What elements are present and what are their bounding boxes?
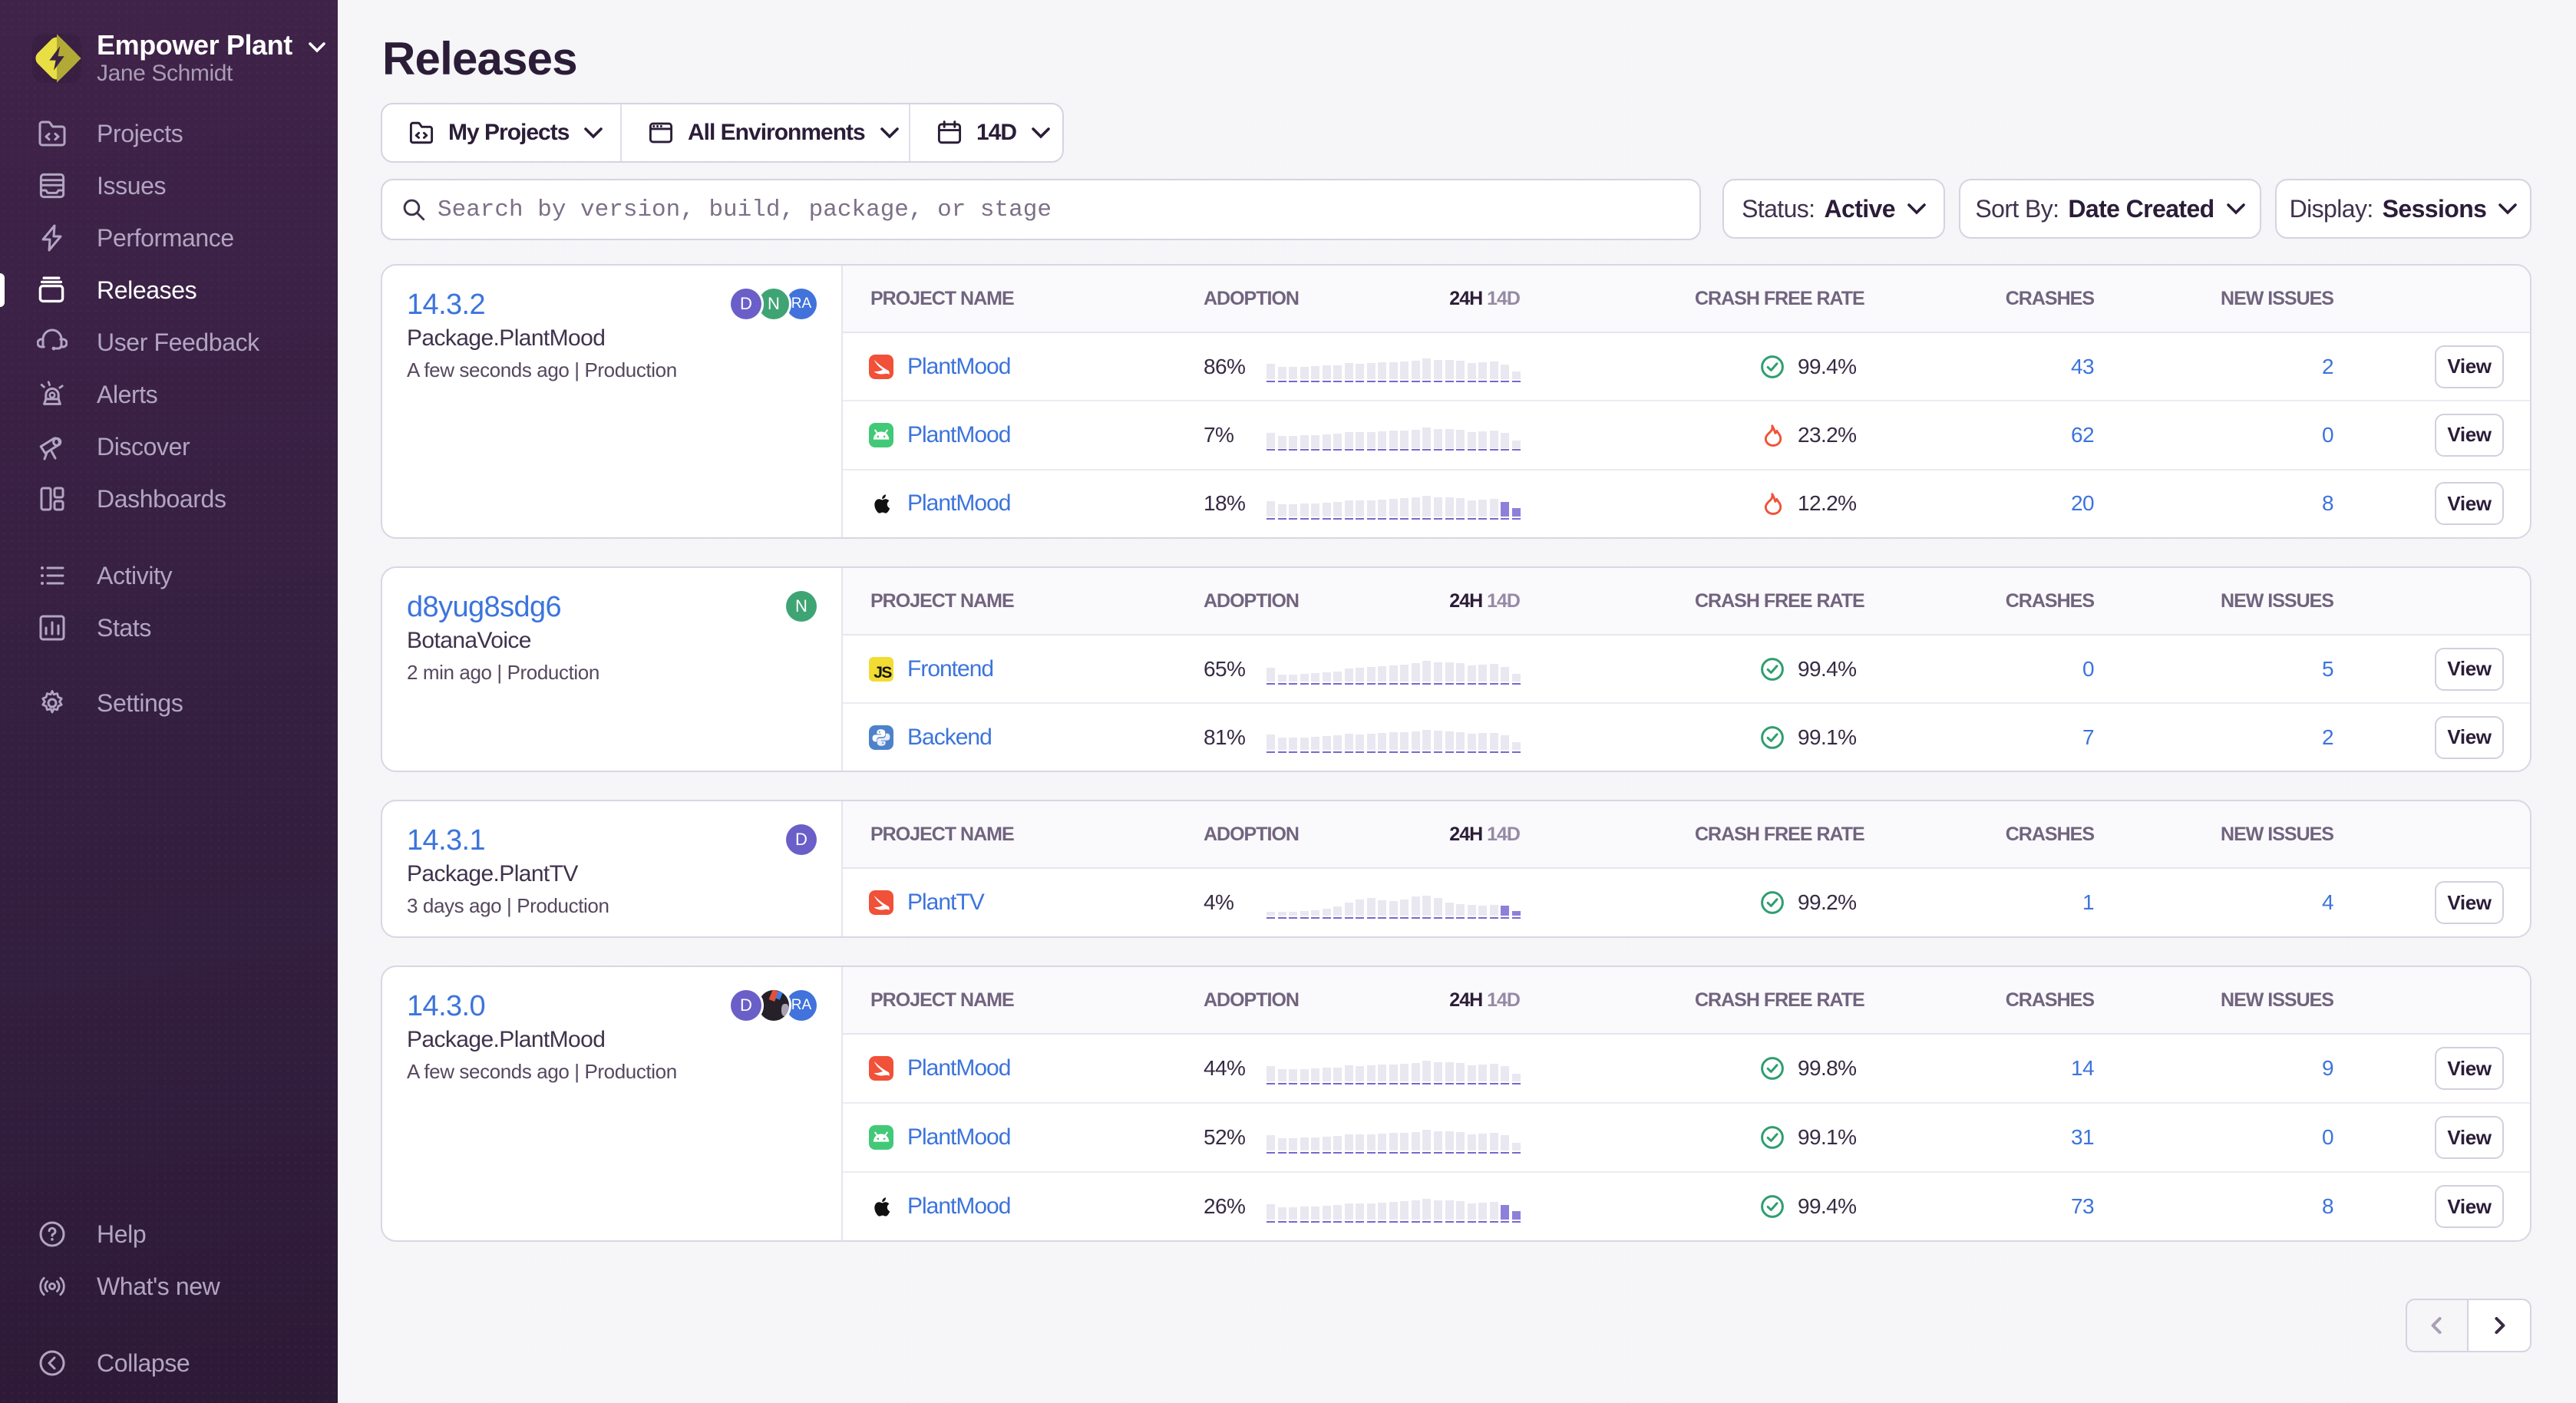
svg-text:JS: JS (874, 663, 892, 681)
